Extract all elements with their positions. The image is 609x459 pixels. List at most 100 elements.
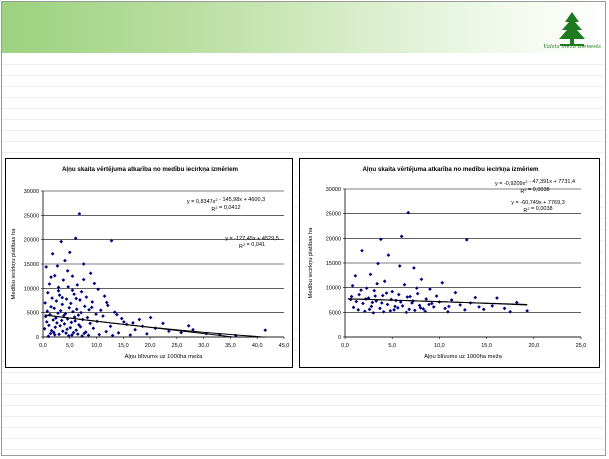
data-point <box>362 309 367 314</box>
data-point <box>115 312 119 317</box>
data-point <box>82 331 87 336</box>
trend-equation: y = -127,45x + 4529,5 <box>225 236 279 242</box>
data-point <box>61 278 66 282</box>
x-tick-label: 20,0 <box>528 343 539 349</box>
data-point <box>390 289 395 294</box>
data-point <box>431 305 436 309</box>
chart-left: Aļņu skaita vērtējuma atkarība no medību… <box>5 158 293 368</box>
data-point <box>52 306 57 311</box>
data-point <box>49 275 53 279</box>
data-point <box>449 298 454 302</box>
trend-equation: y = -0,9209x2 - 47,391x + 7731,4 <box>495 179 575 187</box>
data-point <box>356 308 361 312</box>
x-axis-label: Aļņu blīvums uz 1000ha meža <box>125 354 203 360</box>
data-point <box>99 308 103 313</box>
data-point <box>385 302 390 307</box>
data-point <box>443 306 447 311</box>
data-point <box>419 277 424 282</box>
data-point <box>67 305 72 310</box>
data-point <box>73 319 77 323</box>
data-point <box>94 312 98 316</box>
y-axis-label: Medību iecirkņu platības ha <box>11 228 17 300</box>
y-tick-label: 30000 <box>326 187 341 193</box>
data-point <box>69 320 74 325</box>
trendline-linear <box>44 314 266 338</box>
data-point <box>389 297 394 302</box>
y-tick-label: 10000 <box>24 286 39 292</box>
data-point <box>42 326 47 331</box>
data-point <box>375 281 379 286</box>
y-tick-label: 20000 <box>24 238 39 244</box>
data-point <box>46 334 51 339</box>
data-point <box>370 300 375 305</box>
data-point <box>453 290 458 295</box>
data-point <box>86 333 91 338</box>
data-point <box>73 236 78 241</box>
data-point <box>55 264 60 268</box>
x-tick-label: 45,0 <box>279 343 290 349</box>
data-point <box>369 304 374 309</box>
x-tick-label: 25,0 <box>576 343 587 349</box>
data-point <box>88 321 92 326</box>
data-point <box>65 327 69 332</box>
x-tick-label: 20,0 <box>145 343 156 349</box>
data-point <box>67 250 72 255</box>
data-point <box>458 303 463 307</box>
data-point <box>167 329 171 333</box>
data-point <box>446 310 450 314</box>
data-point <box>90 300 95 304</box>
data-point <box>50 251 55 256</box>
data-point <box>367 307 372 312</box>
data-point <box>45 290 50 295</box>
data-point <box>161 321 165 326</box>
data-point <box>104 329 109 334</box>
data-point <box>59 239 64 244</box>
data-point <box>396 292 401 297</box>
y-tick-label: 20000 <box>326 236 341 242</box>
trend-equation: y = 0,8347x2 - 145,98x + 4600,3 <box>187 197 265 205</box>
data-point <box>414 286 419 290</box>
data-point <box>379 237 383 242</box>
data-point <box>502 306 507 311</box>
data-point <box>427 302 431 307</box>
fir-tree-icon <box>559 12 585 46</box>
data-point <box>508 310 513 314</box>
data-point <box>148 315 153 320</box>
data-point <box>50 296 54 300</box>
data-point <box>65 268 70 273</box>
data-point <box>128 333 133 337</box>
data-point <box>490 304 495 308</box>
y-tick-label: 25000 <box>326 212 341 218</box>
x-tick-label: 15,0 <box>118 343 129 349</box>
data-point <box>79 310 83 315</box>
data-point <box>412 266 416 270</box>
data-point <box>415 291 420 296</box>
data-point <box>101 314 105 318</box>
data-point <box>413 308 417 313</box>
data-point <box>70 333 74 337</box>
y-tick-label: 0 <box>36 335 39 341</box>
data-point <box>108 324 113 329</box>
x-tick-label: 40,0 <box>252 343 263 349</box>
data-point <box>364 286 369 290</box>
trend-equation: y = -60,749x + 7769,3 <box>511 200 565 206</box>
data-point <box>376 261 380 266</box>
data-point <box>70 274 75 279</box>
data-point <box>357 292 361 297</box>
y-axis-label: Medību iecirkņu platības ha <box>308 227 314 299</box>
trend-r-squared: R2 = 0,0038 <box>523 206 552 214</box>
x-tick-label: 5,0 <box>388 343 396 349</box>
data-point <box>56 311 60 315</box>
data-point <box>372 288 377 293</box>
x-axis-label: Aļņu blīvums uz 1000ha meža <box>424 354 502 360</box>
data-point <box>62 322 67 326</box>
data-point <box>109 238 114 243</box>
data-point <box>71 330 76 335</box>
chart-left-svg: Aļņu skaita vērtējuma atkarība no medību… <box>11 166 290 360</box>
data-point <box>406 210 411 215</box>
data-point <box>424 297 429 301</box>
data-point <box>368 272 373 277</box>
data-point <box>430 301 434 306</box>
data-point <box>400 304 405 308</box>
data-point <box>64 297 69 301</box>
